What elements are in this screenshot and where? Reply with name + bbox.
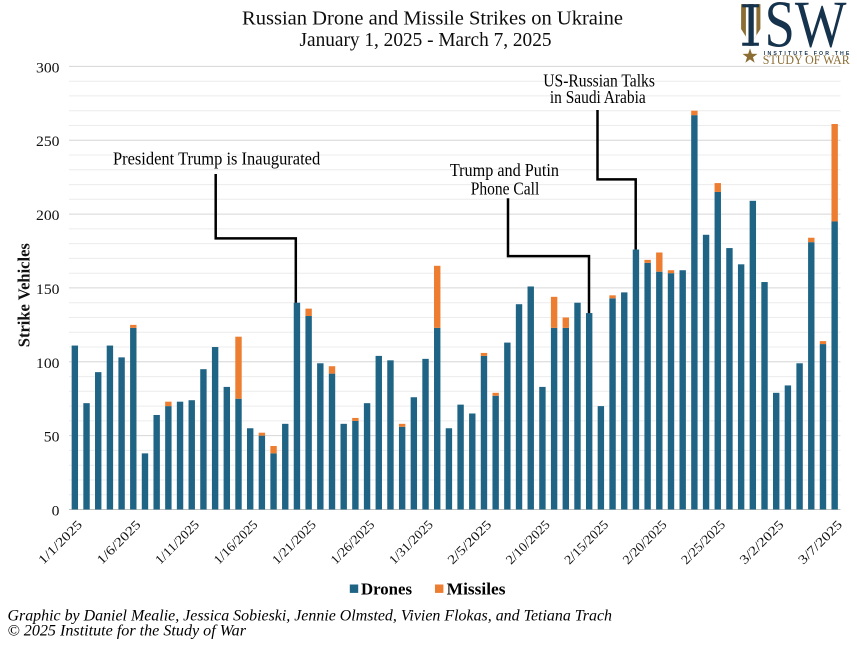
- svg-text:200: 200: [36, 208, 60, 224]
- svg-text:100: 100: [36, 356, 60, 372]
- svg-text:150: 150: [36, 282, 60, 298]
- svg-text:President Trump is Inaugurated: President Trump is Inaugurated: [113, 149, 320, 169]
- svg-text:US-Russian Talks: US-Russian Talks: [543, 71, 655, 91]
- svg-text:300: 300: [36, 60, 60, 76]
- svg-text:January 1, 2025 - March 7, 202: January 1, 2025 - March 7, 2025: [300, 29, 552, 51]
- svg-text:Drones: Drones: [361, 580, 412, 599]
- svg-text:0: 0: [52, 504, 60, 520]
- svg-text:STUDY OF WAR: STUDY OF WAR: [763, 53, 851, 67]
- svg-text:Missiles: Missiles: [447, 580, 506, 599]
- svg-text:Graphic by Daniel Mealie, Jess: Graphic by Daniel Mealie, Jessica Sobies…: [8, 608, 613, 625]
- svg-text:in Saudi Arabia: in Saudi Arabia: [550, 87, 646, 107]
- svg-text:Phone Call: Phone Call: [471, 178, 540, 198]
- svg-text:© 2025 Institute for the Study: © 2025 Institute for the Study of War: [8, 623, 247, 640]
- svg-text:Strike Vehicles: Strike Vehicles: [15, 243, 34, 348]
- svg-text:INSTITUTE FOR THE: INSTITUTE FOR THE: [764, 51, 850, 57]
- svg-text:50: 50: [44, 430, 60, 446]
- svg-text:Russian Drone and Missile Stri: Russian Drone and Missile Strikes on Ukr…: [242, 8, 623, 30]
- svg-text:Trump and Putin: Trump and Putin: [450, 160, 559, 180]
- svg-text:SW: SW: [765, 0, 848, 61]
- svg-text:250: 250: [36, 134, 60, 150]
